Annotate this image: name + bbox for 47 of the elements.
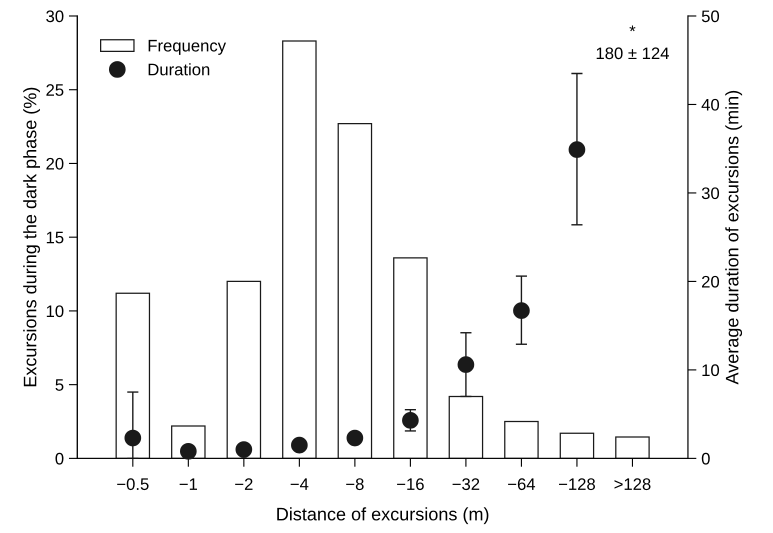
y-tick-label: 20 xyxy=(46,158,64,170)
y2-tick-label: 40 xyxy=(702,98,720,111)
x-tick-label: −32 xyxy=(452,478,480,490)
x-tick-label: >128 xyxy=(614,478,650,490)
point xyxy=(291,436,308,454)
y2-tick-label: 50 xyxy=(702,10,720,22)
point xyxy=(458,356,474,373)
y-axis-title: Excursions during the dark phase (%) xyxy=(23,88,40,386)
y-tick-label: 0 xyxy=(55,452,64,465)
bar xyxy=(560,432,594,458)
bar xyxy=(282,40,317,458)
x-tick-label: −64 xyxy=(508,478,536,490)
y2-tick-label: 20 xyxy=(702,276,720,288)
y-tick-label: 25 xyxy=(46,84,64,96)
y2-tick-label: 0 xyxy=(702,452,710,465)
annotation: * xyxy=(629,25,636,32)
x-tick-label: −128 xyxy=(558,478,595,490)
point xyxy=(513,302,530,319)
legend-label: Duration xyxy=(148,63,210,76)
point xyxy=(346,430,364,446)
bar xyxy=(615,436,650,458)
y-tick-label: 15 xyxy=(46,232,64,244)
x-tick-label: −16 xyxy=(397,478,424,490)
bar xyxy=(504,420,539,458)
y-tick-label: 5 xyxy=(56,379,64,391)
point xyxy=(568,141,586,158)
x-tick-label: −0.5 xyxy=(117,478,149,490)
x-tick-label: −2 xyxy=(235,478,253,490)
point xyxy=(236,441,252,458)
bar xyxy=(116,292,150,458)
y2-tick-label: 10 xyxy=(702,364,720,376)
x-tick-label: −1 xyxy=(180,478,198,490)
bar xyxy=(338,123,372,458)
y-tick-label: 30 xyxy=(46,10,64,22)
y-tick-label: 10 xyxy=(46,305,64,318)
point xyxy=(124,430,142,446)
y2-axis-title: Average duration of excursions (min) xyxy=(725,90,742,384)
y2-tick-label: 30 xyxy=(702,187,720,200)
bar xyxy=(226,280,262,458)
legend-label: Frequency xyxy=(148,40,226,55)
x-tick-label: −4 xyxy=(290,478,308,490)
bar xyxy=(393,257,428,458)
x-axis-title: Distance of excursions (m) xyxy=(277,507,488,524)
point xyxy=(402,412,419,429)
point xyxy=(180,442,197,460)
x-tick-label: −8 xyxy=(346,478,364,490)
annotation: 180 ± 124 xyxy=(596,47,669,60)
